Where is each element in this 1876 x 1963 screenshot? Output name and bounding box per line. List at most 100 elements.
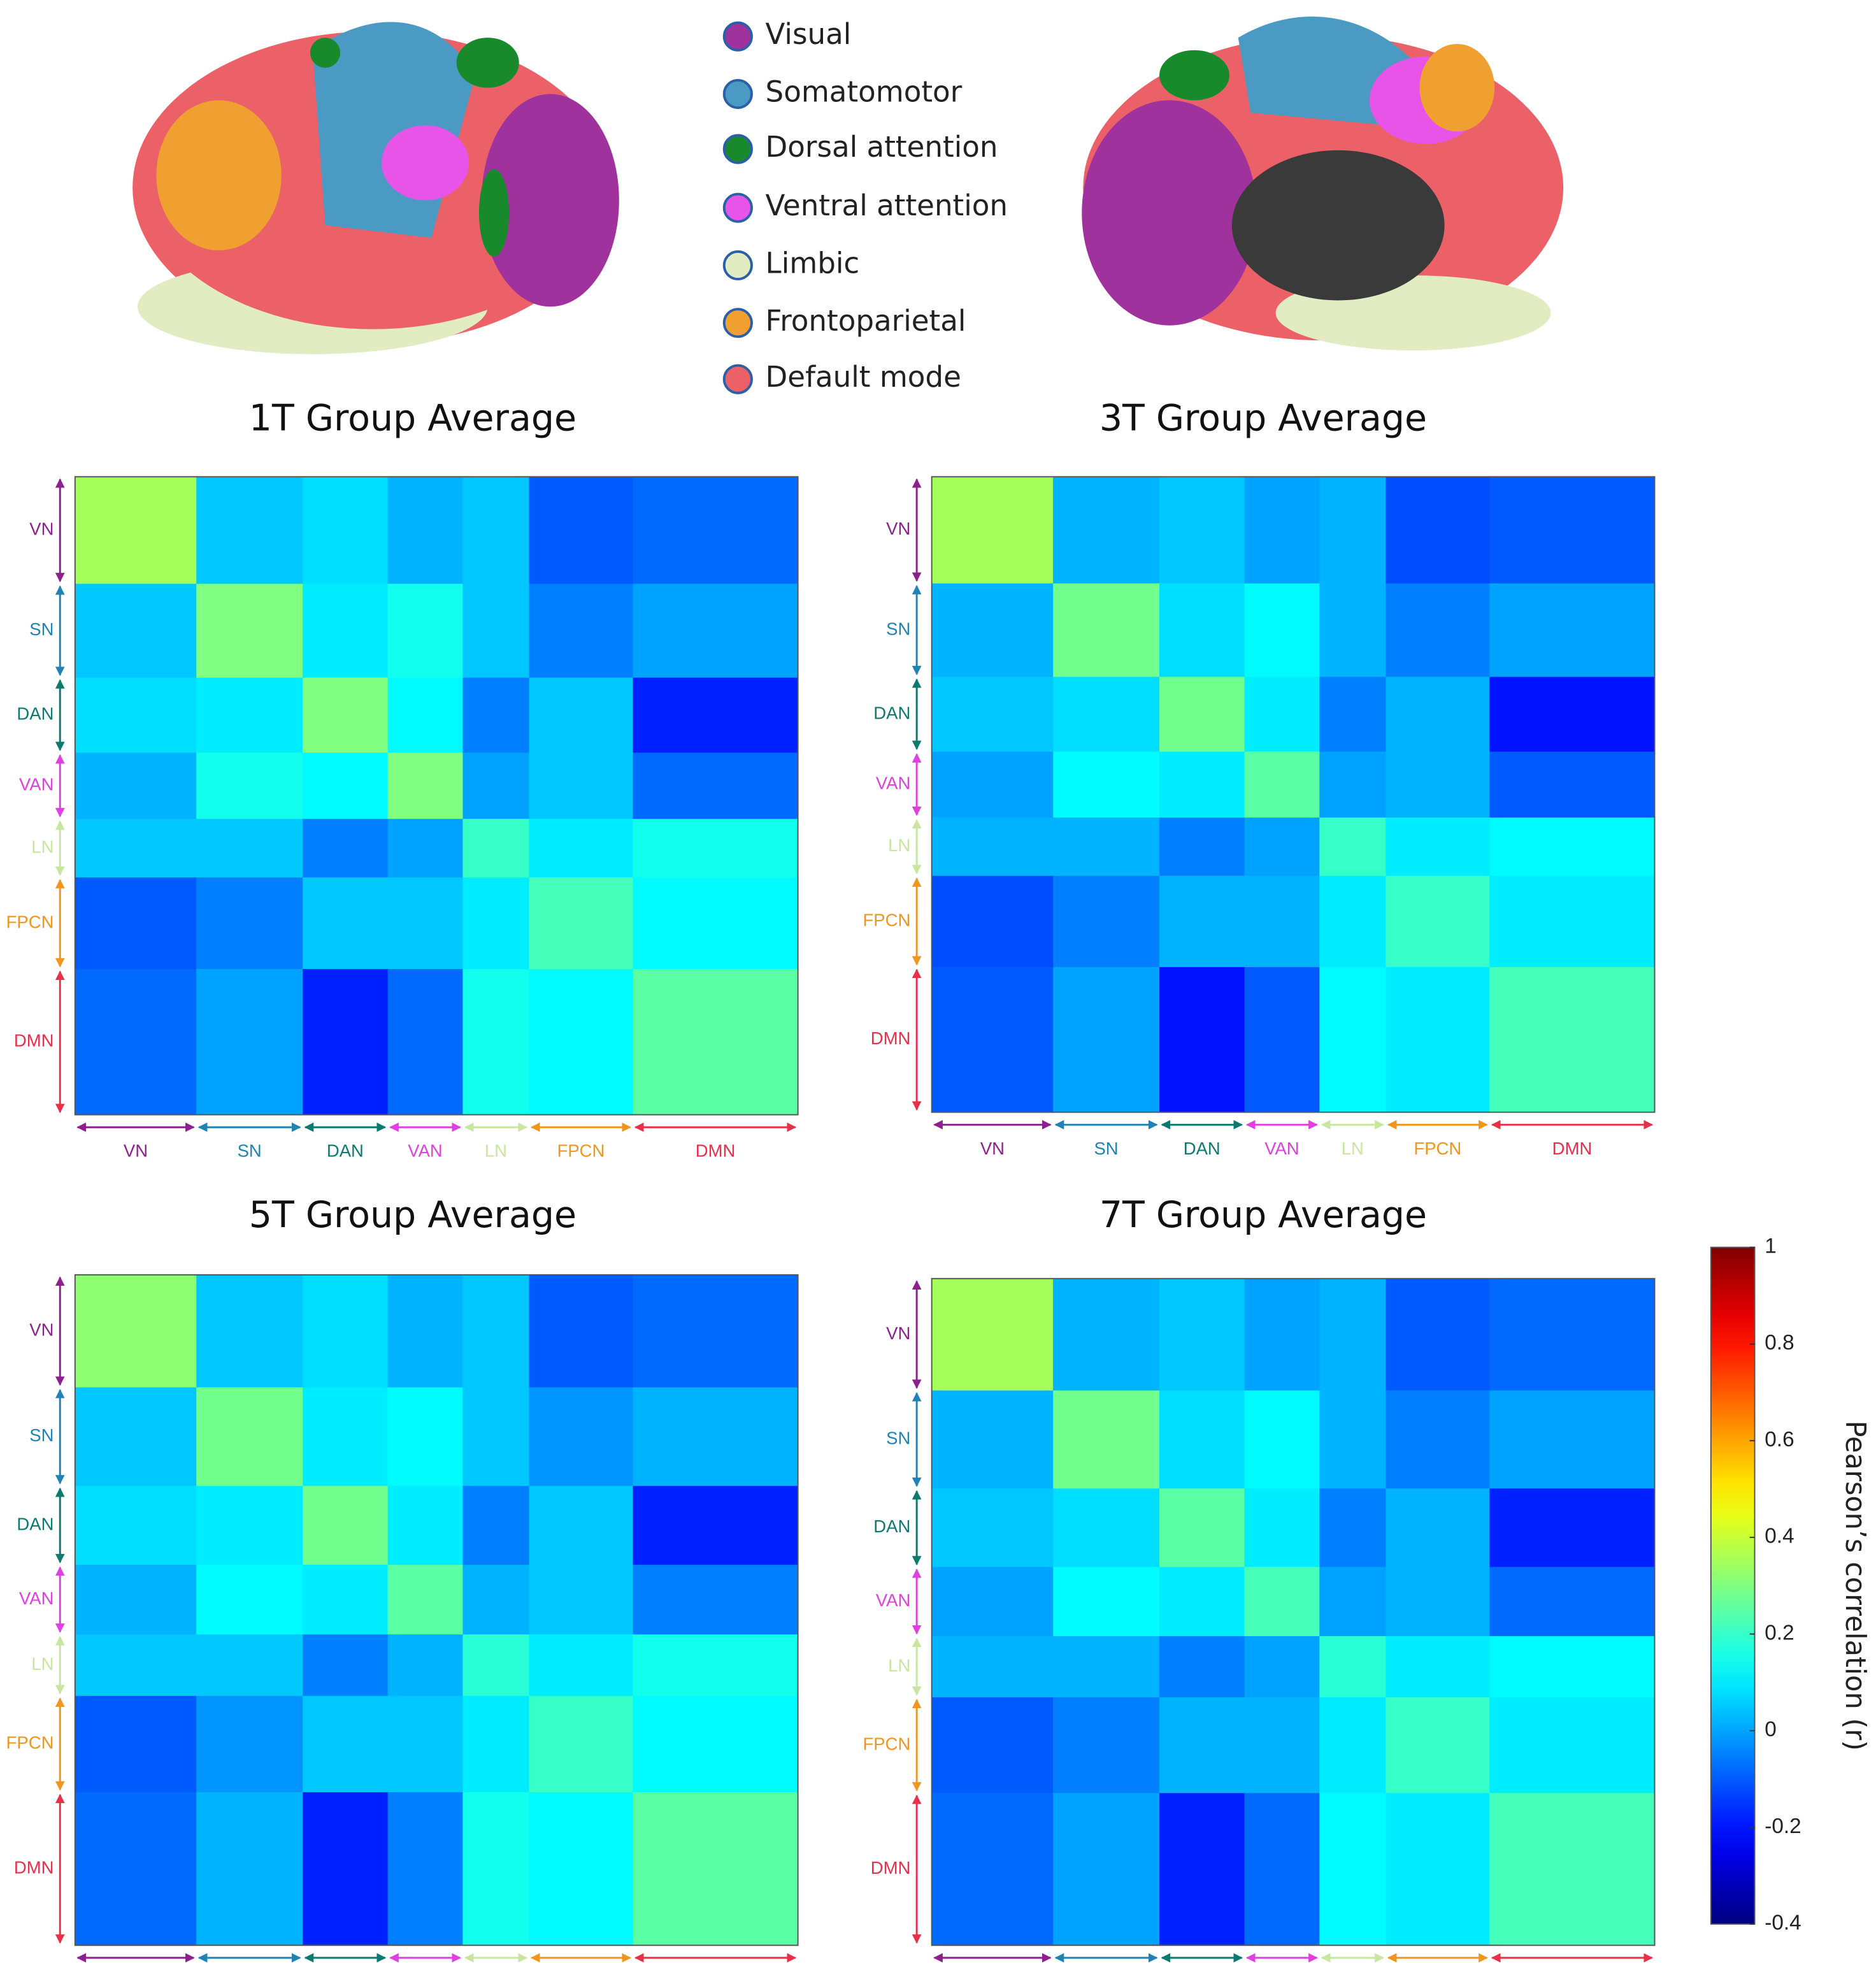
- heatmap-cell: [1489, 1567, 1656, 1637]
- heatmap-cell: [1053, 1567, 1160, 1637]
- heatmap-cell: [196, 1792, 303, 1946]
- heatmap-cell: [1053, 583, 1160, 677]
- row-label: FPCN: [6, 1733, 54, 1753]
- heatmap-cell: [1386, 677, 1490, 752]
- legend-swatch: [722, 134, 753, 164]
- colorbar-tick-label: -0.2: [1765, 1815, 1801, 1838]
- row-label: FPCN: [863, 1734, 911, 1753]
- heatmap-cell: [387, 877, 464, 970]
- heatmap-cell: [931, 875, 1054, 968]
- heatmap-cell: [633, 819, 799, 878]
- heatmap-cell: [1319, 477, 1386, 584]
- legend-label: Somatomotor: [766, 75, 963, 109]
- column-label: SN: [1094, 1139, 1118, 1158]
- legend-label: Ventral attention: [766, 189, 1008, 222]
- heatmap-cell: [1053, 1697, 1160, 1794]
- heatmap-cell: [303, 584, 389, 679]
- heatmap-cell: [1244, 1636, 1320, 1698]
- heatmap-cell: [1319, 1390, 1386, 1489]
- heatmap-cell: [1319, 1278, 1386, 1391]
- row-label: VAN: [876, 1590, 910, 1610]
- heatmap-cell: [1319, 1488, 1386, 1568]
- heatmap-cell: [462, 1565, 530, 1635]
- heatmap-cell: [1244, 875, 1320, 968]
- heatmap-cell: [1159, 875, 1245, 968]
- column-label: DMN: [696, 1141, 736, 1161]
- heatmap-cell: [1053, 1278, 1160, 1391]
- heatmap-cell: [1489, 1636, 1656, 1698]
- panel-title: 7T Group Average: [1099, 1194, 1427, 1236]
- heatmap-cell: [1159, 677, 1245, 752]
- row-label: SN: [29, 619, 54, 639]
- heatmap-cell: [1489, 1488, 1656, 1568]
- heatmap-cell: [1386, 817, 1490, 877]
- heatmap-cell: [387, 477, 464, 584]
- heatmap-cell: [633, 752, 799, 819]
- heatmap-cell: [931, 477, 1054, 584]
- heatmap-cell: [931, 1278, 1054, 1391]
- column-label: DAN: [1184, 1139, 1221, 1158]
- legend-label: Limbic: [766, 246, 860, 280]
- heatmap-cell: [1244, 817, 1320, 877]
- panel-title: 5T Group Average: [249, 1194, 576, 1236]
- heatmap-cell: [931, 1567, 1054, 1637]
- column-label: FPCN: [557, 1141, 605, 1161]
- heatmap-cell: [1053, 967, 1160, 1113]
- heatmap-cell: [1319, 817, 1386, 877]
- heatmap-cell: [1386, 1567, 1490, 1637]
- heatmap-cell: [1386, 1278, 1490, 1391]
- heatmap-cell: [1386, 1636, 1490, 1698]
- heatmap-cell: [1319, 875, 1386, 968]
- heatmap-cell: [529, 1792, 634, 1946]
- heatmap-cell: [1489, 967, 1656, 1113]
- heatmap-cell: [633, 1387, 799, 1486]
- heatmap-cell: [1319, 583, 1386, 677]
- heatmap-cell: [75, 1634, 197, 1697]
- heatmap-cell: [75, 877, 197, 970]
- heatmap-cell: [931, 1390, 1054, 1489]
- heatmap-cell: [633, 1634, 799, 1697]
- heatmap-cell: [529, 584, 634, 679]
- heatmap-cell: [931, 1636, 1054, 1698]
- heatmap-cell: [196, 1634, 303, 1697]
- heatmap-cell: [303, 1565, 389, 1635]
- row-label: VAN: [876, 773, 910, 793]
- heatmap-cell: [75, 1792, 197, 1946]
- legend-swatch: [722, 192, 753, 223]
- heatmap-cell: [633, 1486, 799, 1565]
- heatmap-cell: [1053, 1488, 1160, 1568]
- row-label: DAN: [873, 703, 910, 723]
- heatmap-cell: [75, 1274, 197, 1388]
- heatmap-cell: [196, 752, 303, 819]
- row-label: FPCN: [863, 910, 911, 930]
- legend-label: Frontoparietal: [766, 304, 966, 338]
- row-label: SN: [29, 1425, 54, 1445]
- heatmap-cell: [633, 1274, 799, 1388]
- legend-label: Visual: [766, 17, 852, 51]
- row-label: FPCN: [6, 912, 54, 931]
- heatmap-cell: [1386, 1793, 1490, 1946]
- heatmap-cell: [633, 877, 799, 970]
- row-label: DMN: [14, 1857, 54, 1877]
- heatmap-cell: [1319, 1697, 1386, 1794]
- heatmap-cell: [1244, 967, 1320, 1113]
- heatmap-frame: [931, 1277, 1656, 1946]
- heatmap-cell: [462, 584, 530, 679]
- heatmap-cell: [1244, 1278, 1320, 1391]
- heatmap-cell: [196, 1695, 303, 1793]
- heatmap-cell: [1244, 1567, 1320, 1637]
- column-label: DMN: [1552, 1139, 1593, 1158]
- heatmap-cell: [931, 677, 1054, 752]
- heatmap-cell: [529, 1634, 634, 1697]
- heatmap-cell: [462, 1274, 530, 1388]
- heatmap-cell: [1489, 1793, 1656, 1946]
- panels: 1T Group Average VN VN SN SN DAN DAN VAN VAN LN LN…: [6, 398, 1656, 1963]
- heatmap-cell: [1053, 875, 1160, 968]
- column-label: LN: [485, 1141, 507, 1161]
- heatmap-cell: [387, 1486, 464, 1565]
- heatmap-cell: [196, 1274, 303, 1388]
- row-label: VAN: [19, 1588, 54, 1608]
- heatmap-cell: [633, 1792, 799, 1946]
- row-label: LN: [888, 1655, 910, 1675]
